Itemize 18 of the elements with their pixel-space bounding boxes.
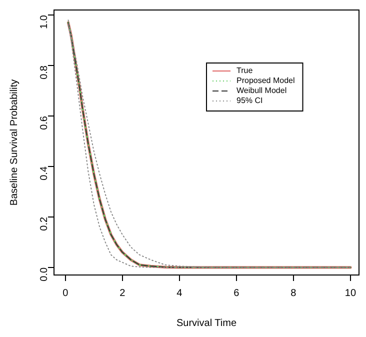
x-tick-label: 10 (344, 288, 356, 299)
x-tick-label: 0 (62, 288, 69, 299)
y-tick-label: 0.4 (38, 166, 50, 180)
y-axis-title: Baseline Survival Probability (8, 79, 20, 206)
y-tick-label: 0.2 (38, 216, 50, 231)
x-tick-label: 8 (290, 288, 297, 299)
x-tick-label: 6 (234, 288, 240, 299)
y-tick-label: 0.6 (38, 116, 50, 130)
y-tick-label: 0.0 (38, 266, 50, 282)
x-axis-title: Survival Time (176, 318, 237, 329)
legend-label: 95% CI (236, 96, 263, 106)
y-tick-label: 1.0 (38, 14, 50, 29)
x-tick-label: 2 (120, 288, 126, 299)
legend-label: Proposed Model (236, 76, 295, 86)
legend-label: True (236, 66, 254, 76)
x-tick-label: 4 (176, 288, 183, 299)
legend-label: Weibull Model (236, 86, 287, 96)
y-tick-label: 0.8 (38, 65, 50, 80)
